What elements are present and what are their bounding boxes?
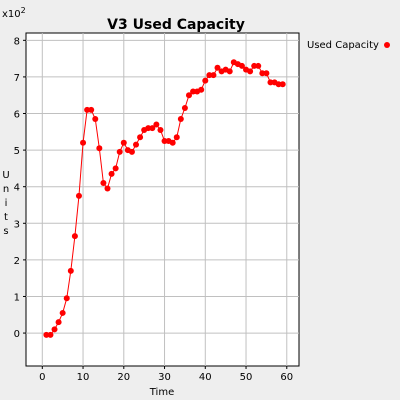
data-point [100, 180, 107, 187]
data-point [104, 185, 111, 192]
data-point [177, 115, 184, 122]
data-point [157, 126, 164, 133]
x-tick-label: 50 [240, 372, 253, 383]
data-point [59, 309, 66, 316]
y-tick-label: 1 [14, 292, 20, 303]
data-point [75, 192, 82, 199]
data-point [255, 62, 262, 69]
y-axis-ticks: 0 1 2 3 4 5 6 7 8 [14, 36, 26, 340]
y-tick-label: 3 [14, 219, 20, 230]
series-points [43, 59, 286, 338]
y-axis-label-char: n [3, 184, 9, 195]
data-point [214, 64, 221, 71]
data-point [247, 68, 254, 75]
data-point [92, 115, 99, 122]
data-point [71, 233, 78, 240]
data-point [149, 125, 156, 132]
data-point [226, 68, 233, 75]
x-axis-label: Time [149, 387, 174, 398]
legend: Used Capacity [307, 40, 390, 51]
data-point [51, 326, 58, 333]
x-tick-label: 0 [39, 372, 45, 383]
data-point [202, 77, 209, 84]
data-point [198, 86, 205, 93]
gridlines [26, 33, 299, 366]
data-point [181, 105, 188, 112]
y-tick-label: 7 [14, 73, 20, 84]
data-point [55, 319, 62, 326]
data-point [210, 72, 217, 79]
data-point [47, 331, 54, 338]
legend-entry-marker [384, 42, 390, 48]
y-axis-label-char: i [5, 198, 8, 209]
chart-title: V3 Used Capacity [107, 17, 245, 33]
x-tick-label: 30 [158, 372, 171, 383]
y-axis-label-char: t [4, 212, 8, 223]
data-point [173, 134, 180, 141]
data-point [133, 141, 140, 148]
x-tick-label: 20 [117, 372, 130, 383]
data-point [169, 139, 176, 146]
y-tick-label: 6 [14, 110, 20, 121]
data-point [112, 165, 119, 172]
y-axis-label-char: s [3, 226, 8, 237]
x-tick-label: 40 [199, 372, 212, 383]
y-multiplier-base: x10 [2, 9, 21, 20]
data-point [96, 145, 103, 152]
x-axis-ticks: 0 10 20 30 40 50 60 [39, 366, 293, 383]
data-point [108, 170, 115, 177]
y-multiplier-exponent: 2 [21, 6, 26, 15]
data-point [80, 139, 87, 146]
y-tick-label: 4 [14, 183, 20, 194]
y-tick-label: 5 [14, 146, 20, 157]
y-tick-label: 0 [14, 329, 20, 340]
y-axis-label-char: U [2, 170, 9, 181]
data-point [120, 139, 127, 146]
data-point [263, 70, 270, 77]
data-point [67, 267, 74, 274]
data-point [137, 134, 144, 141]
y-tick-label: 2 [14, 256, 20, 267]
data-point [153, 121, 160, 128]
data-point [279, 81, 286, 88]
x-tick-label: 10 [77, 372, 90, 383]
data-point [116, 148, 123, 155]
x-tick-label: 60 [280, 372, 293, 383]
plot-area [25, 32, 300, 367]
data-point [88, 106, 95, 113]
data-point [238, 62, 245, 69]
data-point [63, 295, 70, 302]
data-point [185, 92, 192, 99]
y-multiplier-label: x102 [2, 6, 26, 20]
data-point [128, 148, 135, 155]
legend-entry-label: Used Capacity [307, 40, 379, 51]
y-tick-label: 8 [14, 36, 20, 47]
